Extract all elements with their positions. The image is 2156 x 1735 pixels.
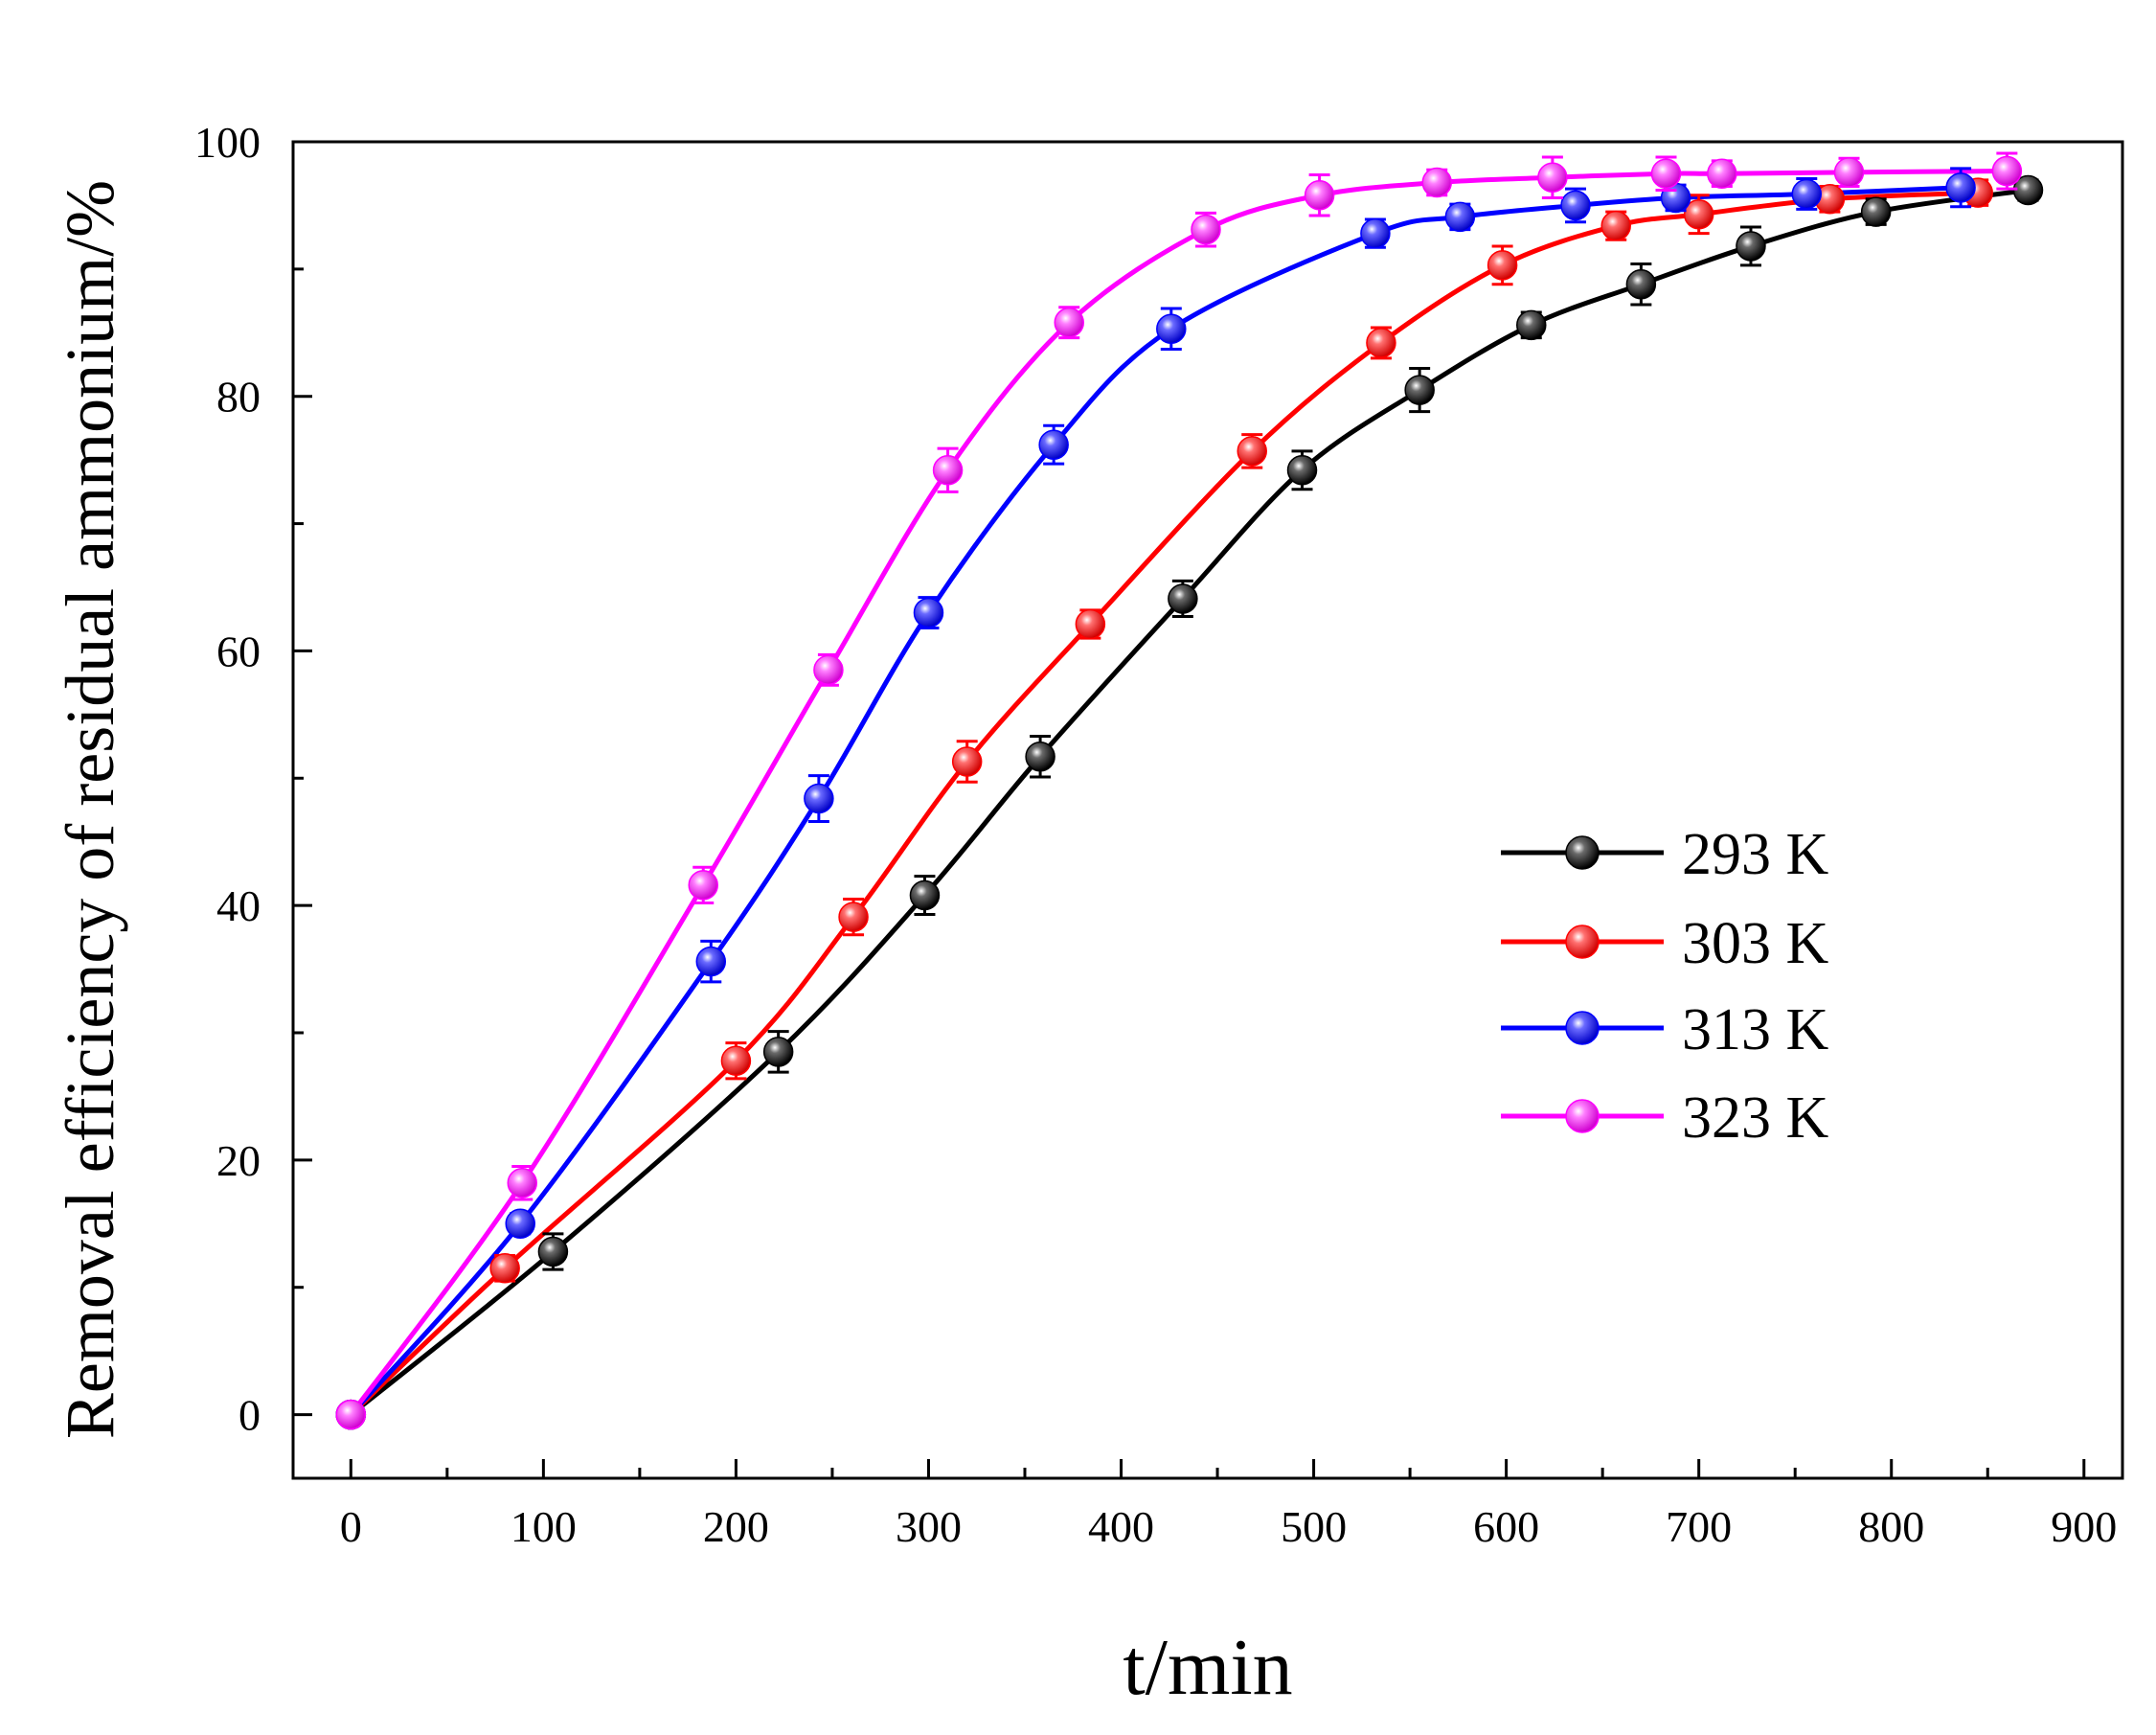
series-313k xyxy=(335,167,1976,1430)
series-323k xyxy=(335,151,2023,1430)
data-point xyxy=(1038,429,1069,460)
y-tick-label: 20 xyxy=(216,1136,261,1185)
data-point xyxy=(951,746,983,777)
data-point xyxy=(1304,180,1335,211)
data-point xyxy=(932,455,964,486)
legend-label: 293 K xyxy=(1682,822,1829,887)
data-point xyxy=(1025,741,1055,772)
series-line-303k xyxy=(349,190,1979,1417)
data-point xyxy=(1366,328,1396,358)
data-point xyxy=(762,1037,794,1067)
data-point xyxy=(1286,455,1318,486)
data-point xyxy=(507,1168,538,1199)
data-point xyxy=(1945,172,1976,203)
data-point xyxy=(909,879,941,911)
data-point xyxy=(913,597,944,628)
x-tick-label: 600 xyxy=(1473,1502,1539,1551)
data-point xyxy=(1683,198,1714,230)
legend-marker xyxy=(1565,1011,1600,1045)
y-axis-title: Removal efficiency of residual ammonium/… xyxy=(52,180,128,1439)
data-point xyxy=(695,946,727,977)
series-303k xyxy=(335,177,1993,1430)
legend-label: 323 K xyxy=(1682,1085,1829,1151)
x-tick-label: 800 xyxy=(1858,1502,1924,1551)
data-point xyxy=(505,1208,535,1240)
data-point xyxy=(1404,375,1435,405)
y-tick-label: 0 xyxy=(238,1391,261,1440)
data-point xyxy=(1487,250,1518,281)
data-point xyxy=(1860,196,1892,227)
data-point xyxy=(688,870,718,901)
data-point xyxy=(1075,608,1106,640)
data-point xyxy=(1991,155,2023,187)
x-tick-label: 100 xyxy=(511,1502,577,1551)
data-point xyxy=(1360,217,1391,249)
data-point xyxy=(720,1045,752,1076)
x-tick-label: 0 xyxy=(340,1502,362,1551)
data-point xyxy=(813,654,844,686)
series-line-323k xyxy=(349,169,2008,1417)
data-point xyxy=(489,1253,520,1284)
plot-frame xyxy=(291,140,2124,1480)
data-point xyxy=(1833,157,1865,188)
x-axis-title: t/min xyxy=(1123,1623,1292,1712)
data-point xyxy=(537,1236,569,1267)
x-tick-label: 300 xyxy=(896,1502,962,1551)
legend-marker xyxy=(1565,925,1600,959)
data-point xyxy=(1054,307,1084,338)
data-point xyxy=(1650,158,1682,189)
data-point xyxy=(1560,190,1591,221)
x-tick-label: 500 xyxy=(1281,1502,1347,1551)
data-point xyxy=(1516,309,1547,341)
series-293k xyxy=(335,174,2044,1430)
data-point xyxy=(1191,214,1221,245)
series-layer xyxy=(335,151,2044,1430)
x-tick-label: 700 xyxy=(1666,1502,1732,1551)
data-point xyxy=(1537,162,1568,193)
series-line-293k xyxy=(349,188,2029,1417)
legend-marker xyxy=(1565,1099,1600,1133)
x-tick-label: 900 xyxy=(2051,1502,2117,1551)
data-point xyxy=(1791,178,1823,210)
data-point xyxy=(804,783,834,814)
data-point xyxy=(1156,313,1187,345)
data-point xyxy=(1421,167,1453,198)
data-point xyxy=(1707,158,1737,189)
x-tick-label: 400 xyxy=(1088,1502,1154,1551)
data-point xyxy=(1168,583,1198,614)
y-axis: 0 20 40 60 80 100 xyxy=(194,118,312,1440)
x-tick-label: 200 xyxy=(703,1502,769,1551)
data-point xyxy=(1600,210,1631,241)
y-tick-label: 80 xyxy=(216,373,261,422)
data-point xyxy=(335,1399,367,1430)
data-point xyxy=(1444,201,1476,233)
series-line-313k xyxy=(349,185,1962,1417)
data-point xyxy=(1625,269,1657,300)
y-tick-label: 40 xyxy=(216,881,261,930)
x-axis: 0 100 200 300 400 500 600 700 800 900 xyxy=(340,1459,2117,1551)
legend-marker xyxy=(1565,835,1600,870)
legend: 293 K 303 K 313 K 323 K xyxy=(1501,822,1829,1151)
data-point xyxy=(1736,231,1766,262)
y-tick-label: 60 xyxy=(216,627,261,675)
data-point xyxy=(838,902,869,932)
data-point xyxy=(1237,436,1267,467)
y-tick-label: 100 xyxy=(194,118,261,167)
legend-label: 303 K xyxy=(1682,911,1829,976)
legend-label: 313 K xyxy=(1682,997,1829,1062)
